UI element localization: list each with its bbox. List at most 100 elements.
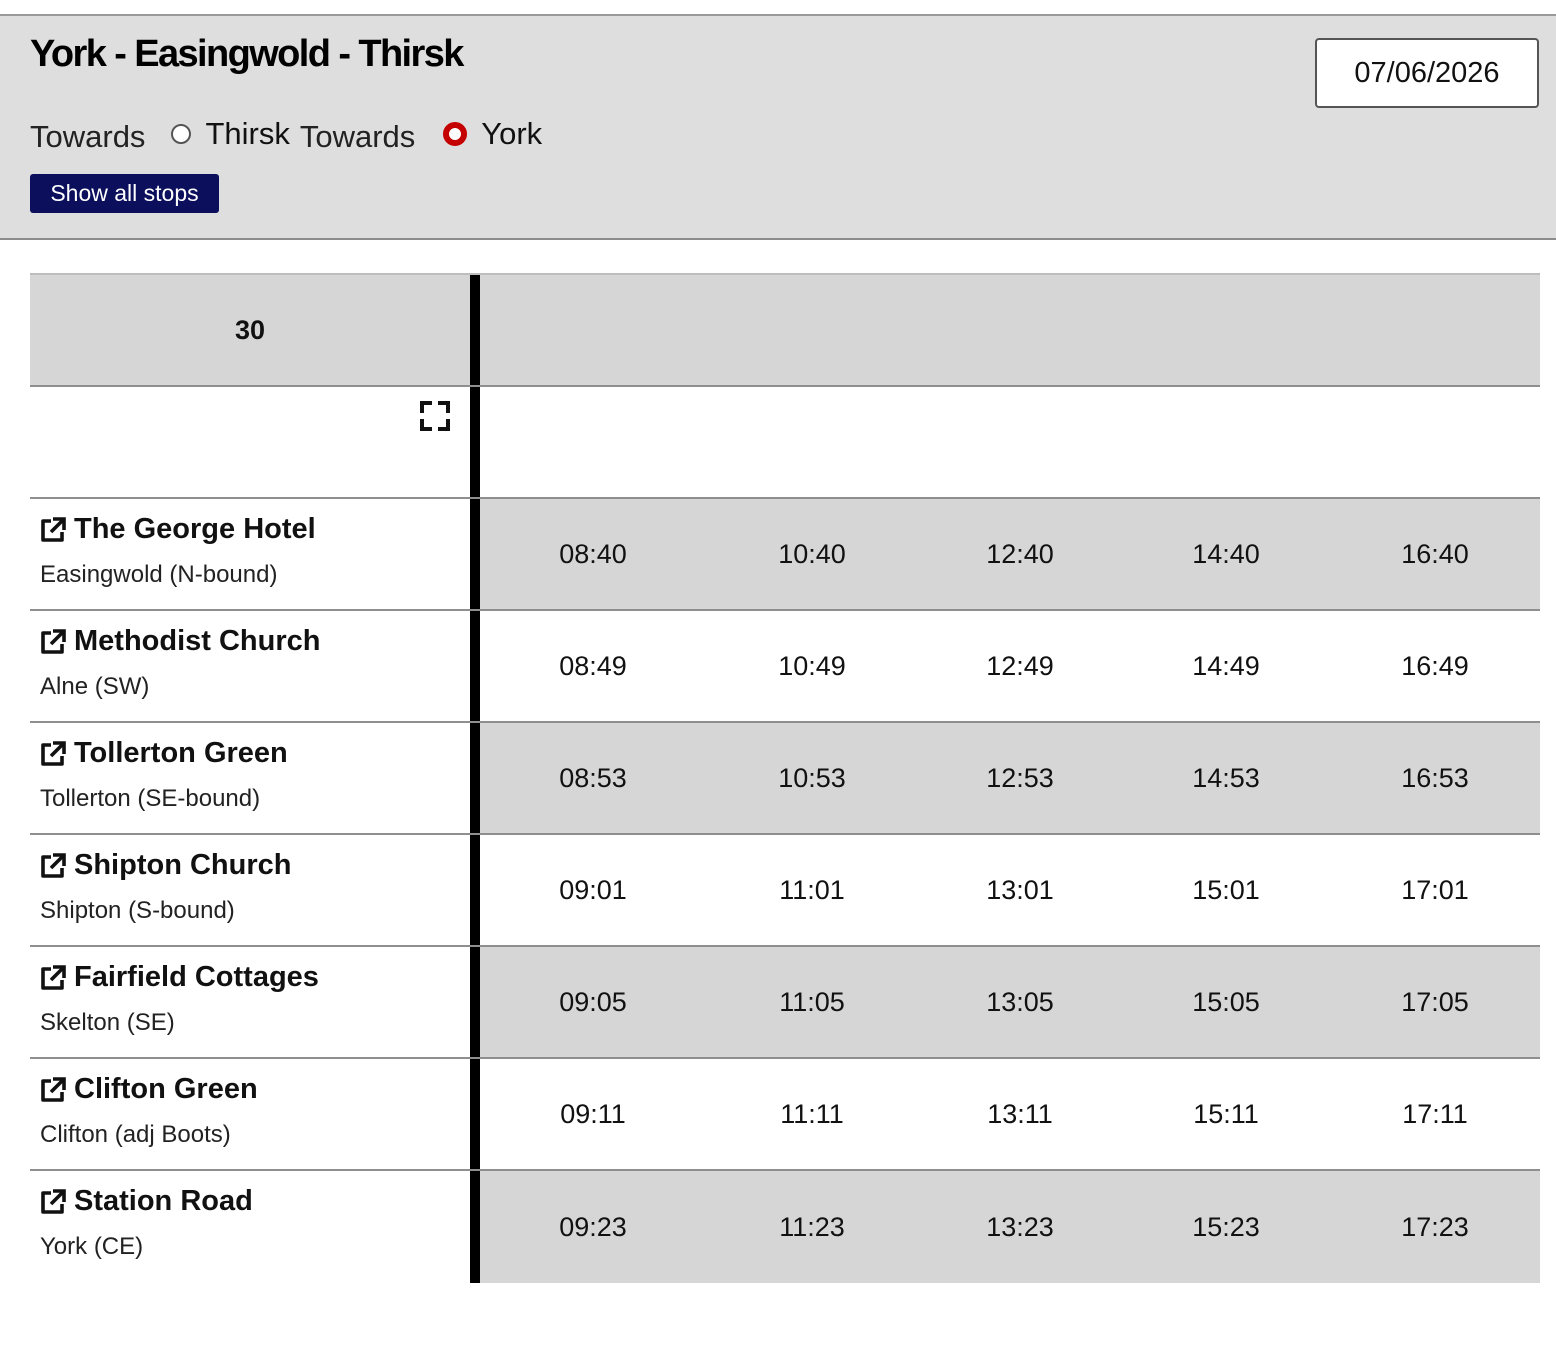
stop-name[interactable]: Clifton Green: [74, 1073, 258, 1105]
stop-locality: Alne (SW): [40, 673, 150, 700]
times-cell: 09:23 11:23 13:23 15:23 17:23: [480, 1171, 1540, 1283]
departure-time: 09:01: [559, 874, 627, 905]
stop-link[interactable]: Fairfield Cottages: [38, 961, 319, 994]
column-divider: [470, 947, 480, 1057]
stop-locality: Clifton (adj Boots): [40, 1121, 231, 1148]
stop-locality: Tollerton (SE-bound): [40, 785, 261, 812]
departure-time: 10:40: [778, 538, 846, 569]
stop-name[interactable]: Methodist Church: [74, 625, 321, 657]
stop-link[interactable]: Tollerton Green: [38, 737, 288, 770]
stop-link[interactable]: The George Hotel: [38, 513, 316, 546]
departure-time: 08:49: [559, 650, 627, 681]
table-row: Tollerton Green Tollerton (SE-bound) 08:…: [30, 723, 1540, 835]
departure-time: 12:40: [986, 538, 1054, 569]
fullscreen-icon[interactable]: [420, 401, 450, 431]
departure-time: 15:05: [1192, 986, 1260, 1017]
service-number: 30: [234, 314, 266, 345]
route-title: York - Easingwold - Thirsk: [30, 33, 464, 75]
times-cell: 08:40 10:40 12:40 14:40 16:40: [480, 499, 1540, 609]
table-row: Shipton Church Shipton (S-bound) 09:01 1…: [30, 835, 1540, 947]
direction-selector: Towards Thirsk Towards York: [30, 112, 542, 156]
table-row: Clifton Green Clifton (adj Boots) 09:11 …: [30, 1059, 1540, 1171]
stop-cell: Clifton Green Clifton (adj Boots): [30, 1059, 470, 1169]
departure-time: 09:11: [560, 1098, 626, 1129]
direction-label: Towards: [30, 119, 146, 154]
table-row: Fairfield Cottages Skelton (SE) 09:05 11…: [30, 947, 1540, 1059]
stop-name[interactable]: Tollerton Green: [74, 737, 288, 769]
column-divider: [470, 723, 480, 833]
external-link-icon: [41, 1188, 66, 1214]
direction-radio-york[interactable]: [443, 122, 468, 146]
timetable-controls-row: [30, 387, 1540, 499]
direction-radio-thirsk[interactable]: [171, 124, 192, 144]
times-cell: 09:05 11:05 13:05 15:05 17:05: [480, 947, 1540, 1057]
departure-time: 11:05: [779, 986, 845, 1017]
departure-time: 11:23: [779, 1211, 845, 1242]
column-divider: [470, 1171, 480, 1283]
departure-time: 16:40: [1401, 538, 1469, 569]
stop-locality: Shipton (S-bound): [40, 897, 235, 924]
external-link-icon: [41, 628, 66, 654]
stop-cell: Fairfield Cottages Skelton (SE): [30, 947, 470, 1057]
timetable: 30 The: [30, 273, 1540, 1283]
departure-time: 15:11: [1193, 1098, 1259, 1129]
departure-time: 15:01: [1192, 874, 1260, 905]
stop-locality: York (CE): [40, 1233, 144, 1260]
stop-cell: Shipton Church Shipton (S-bound): [30, 835, 470, 945]
column-divider: [470, 499, 480, 609]
departure-time: 11:01: [779, 874, 845, 905]
departure-time: 17:01: [1401, 874, 1469, 905]
departure-time: 13:23: [986, 1211, 1054, 1242]
date-input[interactable]: 07/06/2026: [1315, 38, 1539, 108]
stop-link[interactable]: Methodist Church: [38, 625, 321, 658]
column-divider: [470, 835, 480, 945]
times-cell: 09:11 11:11 13:11 15:11 17:11: [480, 1059, 1540, 1169]
stop-name[interactable]: Fairfield Cottages: [74, 961, 319, 993]
stop-name[interactable]: Shipton Church: [74, 849, 292, 881]
departure-time: 10:53: [778, 762, 846, 793]
external-link-icon: [41, 516, 66, 542]
route-header: York - Easingwold - Thirsk 07/06/2026 To…: [0, 14, 1556, 240]
column-divider: [470, 275, 480, 385]
direction-label-repeat: Towards: [299, 119, 416, 154]
departure-time: 08:53: [559, 762, 627, 793]
table-row: The George Hotel Easingwold (N-bound) 08…: [30, 499, 1540, 611]
direction-option-york-label[interactable]: York: [481, 116, 543, 151]
departure-time: 16:53: [1401, 762, 1469, 793]
stop-name[interactable]: The George Hotel: [74, 513, 316, 545]
direction-option-thirsk-label[interactable]: Thirsk: [205, 116, 290, 151]
times-cell: 09:01 11:01 13:01 15:01 17:01: [480, 835, 1540, 945]
stop-cell: Methodist Church Alne (SW): [30, 611, 470, 721]
column-divider: [470, 1059, 480, 1169]
times-cell: 08:53 10:53 12:53 14:53 16:53: [480, 723, 1540, 833]
departure-time: 15:23: [1192, 1211, 1260, 1242]
table-row: Station Road York (CE) 09:23 11:23 13:23…: [30, 1171, 1540, 1283]
stop-name[interactable]: Station Road: [74, 1185, 253, 1217]
departure-time: 08:40: [559, 538, 627, 569]
departure-time: 17:05: [1401, 986, 1469, 1017]
stop-link[interactable]: Station Road: [38, 1185, 253, 1218]
stop-link[interactable]: Clifton Green: [38, 1073, 258, 1106]
stop-cell: Station Road York (CE): [30, 1171, 470, 1283]
controls-times-cell: [480, 387, 1540, 497]
departure-time: 17:11: [1402, 1098, 1468, 1129]
column-divider: [470, 611, 480, 721]
external-link-icon: [41, 964, 66, 990]
times-header: [480, 275, 1540, 385]
column-divider: [470, 387, 480, 497]
stop-link[interactable]: Shipton Church: [38, 849, 291, 882]
stop-locality: Easingwold (N-bound): [40, 561, 278, 588]
departure-time: 13:05: [986, 986, 1054, 1017]
times-cell: 08:49 10:49 12:49 14:49 16:49: [480, 611, 1540, 721]
departure-time: 17:23: [1401, 1211, 1469, 1242]
controls-cell: [30, 387, 470, 497]
departure-time: 14:40: [1192, 538, 1260, 569]
departure-time: 09:23: [559, 1211, 627, 1242]
departure-time: 10:49: [778, 650, 846, 681]
show-all-stops-button[interactable]: Show all stops: [30, 174, 219, 213]
external-link-icon: [41, 1076, 66, 1102]
departure-time: 14:53: [1192, 762, 1260, 793]
stop-cell: Tollerton Green Tollerton (SE-bound): [30, 723, 470, 833]
external-link-icon: [41, 852, 66, 878]
table-row: Methodist Church Alne (SW) 08:49 10:49 1…: [30, 611, 1540, 723]
